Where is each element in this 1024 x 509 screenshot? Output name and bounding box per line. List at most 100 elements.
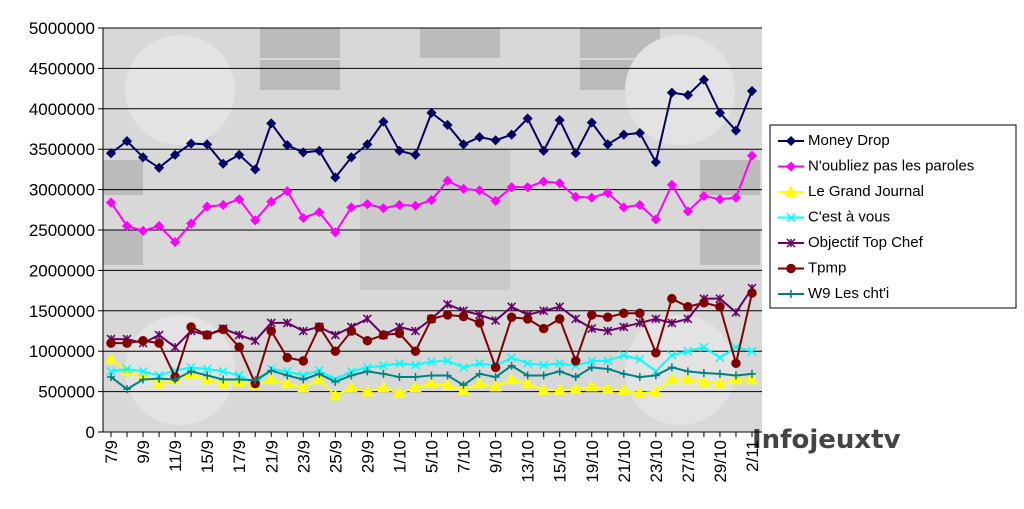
data-point xyxy=(283,371,292,380)
data-point xyxy=(602,139,613,150)
data-point xyxy=(361,385,374,397)
data-point xyxy=(218,324,228,335)
data-point xyxy=(379,369,388,378)
data-point xyxy=(746,85,758,97)
data-point xyxy=(587,363,596,372)
data-point xyxy=(266,196,277,207)
data-point xyxy=(154,162,165,173)
data-point xyxy=(202,139,213,150)
data-point xyxy=(250,164,261,175)
data-point xyxy=(569,382,582,394)
data-point xyxy=(426,107,437,118)
data-point xyxy=(186,218,197,229)
data-point xyxy=(314,322,325,332)
data-point xyxy=(378,361,388,371)
data-point xyxy=(507,353,517,363)
data-point xyxy=(234,330,244,340)
data-point xyxy=(234,149,245,160)
data-point xyxy=(297,381,310,393)
data-point xyxy=(137,225,149,236)
y-tick-label: 4000000 xyxy=(29,100,95,119)
data-point xyxy=(314,145,325,156)
data-point xyxy=(426,195,437,206)
data-point xyxy=(264,372,278,385)
data-point xyxy=(555,358,565,368)
x-tick-label: 29/10 xyxy=(711,440,730,483)
data-point xyxy=(490,195,501,206)
data-point xyxy=(505,372,518,385)
data-point xyxy=(299,375,308,384)
legend-box xyxy=(769,124,1017,309)
data-point xyxy=(457,383,470,395)
data-point xyxy=(411,373,420,382)
data-point xyxy=(266,318,276,328)
data-point xyxy=(218,199,229,211)
data-point xyxy=(506,182,517,193)
data-point xyxy=(298,356,309,366)
data-point xyxy=(570,356,581,366)
data-point xyxy=(282,186,293,197)
data-point xyxy=(618,129,629,140)
data-point xyxy=(699,369,708,378)
data-point xyxy=(603,312,613,322)
data-point xyxy=(313,372,326,385)
x-tick-label: 19/10 xyxy=(583,440,602,483)
y-tick-label: 3500000 xyxy=(29,140,95,159)
data-point xyxy=(473,376,486,389)
data-point xyxy=(298,326,308,336)
data-point xyxy=(698,74,709,85)
data-point xyxy=(346,326,357,336)
data-point xyxy=(490,135,501,146)
data-point xyxy=(106,366,116,376)
data-point xyxy=(635,354,645,364)
data-point xyxy=(715,302,725,312)
data-point xyxy=(425,376,438,389)
data-point xyxy=(731,358,741,369)
x-tick-label: 23/9 xyxy=(294,440,313,473)
data-point xyxy=(602,187,613,198)
data-point xyxy=(331,377,340,386)
legend-marker xyxy=(785,135,797,147)
x-tick-label: 21/9 xyxy=(262,440,281,473)
x-tick-label: 25/9 xyxy=(326,440,345,473)
data-point xyxy=(681,372,695,385)
data-point xyxy=(123,385,132,394)
data-point xyxy=(105,197,117,208)
data-point xyxy=(266,118,277,129)
watermark: Infojeuxtv xyxy=(752,425,901,455)
data-point xyxy=(235,375,244,384)
data-point xyxy=(186,138,197,149)
data-point xyxy=(474,318,485,328)
legend-marker xyxy=(785,161,797,172)
data-point xyxy=(218,158,229,169)
data-point xyxy=(731,371,740,380)
data-point xyxy=(122,338,132,348)
data-point xyxy=(746,150,758,161)
data-point xyxy=(234,370,244,380)
data-point xyxy=(345,381,358,393)
data-point xyxy=(748,369,756,378)
y-tick-label: 0 xyxy=(86,423,95,442)
data-point xyxy=(538,323,549,334)
data-point xyxy=(315,369,324,378)
data-point xyxy=(522,314,533,324)
data-point xyxy=(203,371,212,380)
y-tick-label: 1500000 xyxy=(29,302,95,321)
data-point xyxy=(410,200,421,211)
data-point xyxy=(458,311,469,322)
data-point xyxy=(121,136,133,147)
data-point xyxy=(441,378,454,390)
data-point xyxy=(635,373,644,382)
data-point xyxy=(683,367,692,376)
data-point xyxy=(730,125,742,136)
data-point xyxy=(491,315,501,326)
data-point xyxy=(154,220,165,232)
data-point xyxy=(697,375,711,387)
x-tick-label: 17/9 xyxy=(230,440,249,473)
data-point xyxy=(218,366,228,376)
x-tick-label: 2/11 xyxy=(743,440,762,472)
data-point xyxy=(490,362,501,373)
data-point xyxy=(393,386,406,398)
x-tick-label: 29/9 xyxy=(358,440,377,473)
